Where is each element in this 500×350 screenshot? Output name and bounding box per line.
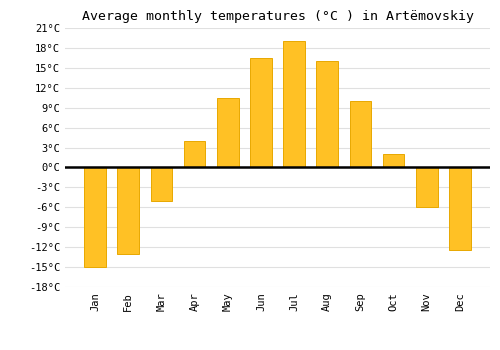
Bar [250,58,272,167]
Bar [350,101,371,167]
Bar [449,167,470,251]
Bar [118,167,139,254]
Bar [184,141,206,167]
Bar [150,167,172,201]
Bar [84,167,106,267]
Title: Average monthly temperatures (°C ) in Artëmovskiy: Average monthly temperatures (°C ) in Ar… [82,10,473,23]
Bar [284,41,305,167]
Bar [416,167,438,207]
Bar [383,154,404,167]
Bar [316,61,338,167]
Bar [217,98,238,167]
